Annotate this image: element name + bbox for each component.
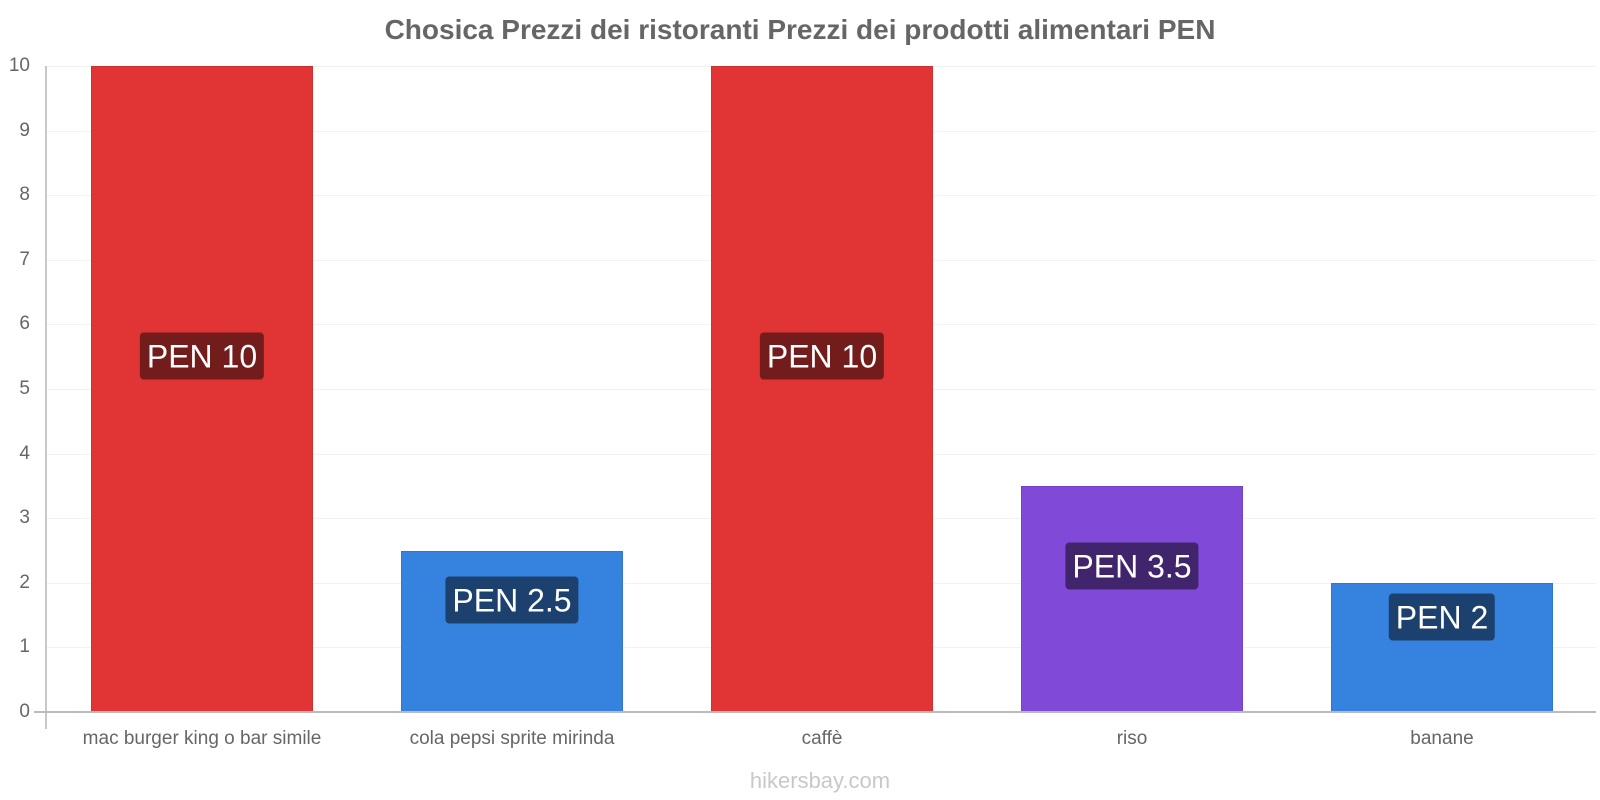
y-tick-label: 4 [19,443,30,464]
bar-value-label: PEN 10 [139,332,265,380]
x-axis-line [34,711,1596,713]
y-tick-label: 8 [19,184,30,205]
bar-value-label: PEN 2.5 [445,576,579,624]
x-category-label: mac burger king o bar simile [82,728,322,749]
bar-mac-burger[interactable] [91,66,313,712]
bar-value-label: PEN 3.5 [1065,542,1199,590]
y-tick-label: 9 [19,120,30,141]
bar-value-label: PEN 2 [1388,593,1496,641]
y-tick-label: 3 [19,507,30,528]
bar-riso[interactable] [1021,486,1243,712]
y-tick-label: 10 [8,55,30,76]
x-category-label: riso [1116,728,1148,749]
y-tick-label: 6 [19,313,30,334]
y-tick-label: 0 [19,701,30,722]
x-category-label: cola pepsi sprite mirinda [409,728,615,749]
y-tick-label: 7 [19,249,30,270]
y-tick-label: 1 [19,636,30,657]
y-tick-label: 5 [19,378,30,399]
bar-cola[interactable] [401,551,623,713]
watermark: hikersbay.com [749,768,891,793]
chart-title: Chosica Prezzi dei ristoranti Prezzi dei… [384,14,1216,45]
x-category-label: banane [1410,728,1474,749]
x-category-label: caffè [801,728,843,749]
bar-value-label: PEN 10 [759,332,885,380]
y-axis-line [45,66,47,729]
y-tick-label: 2 [19,572,30,593]
bar-caffe[interactable] [711,66,933,712]
